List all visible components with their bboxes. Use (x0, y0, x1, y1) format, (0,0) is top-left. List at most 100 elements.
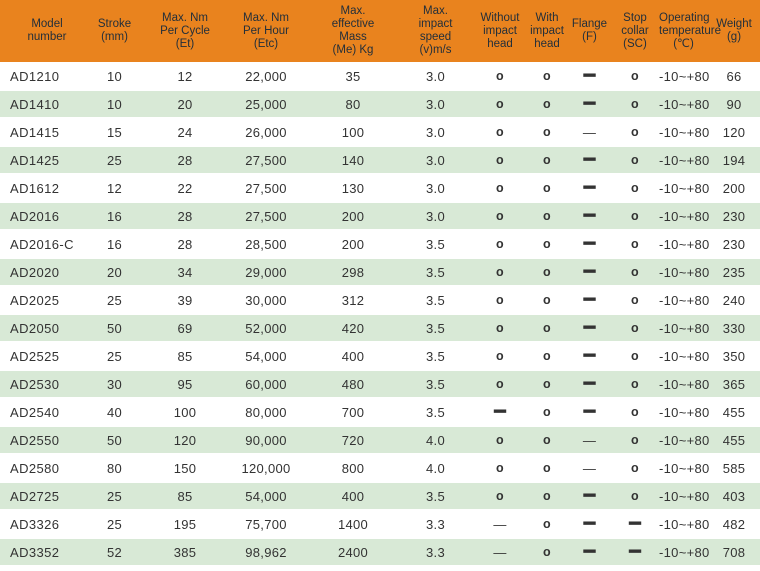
column-header-with-impact-head: With impact head (526, 0, 568, 62)
cell-max-impact-speed: 3.5 (397, 398, 474, 426)
cell-stroke: 10 (82, 90, 147, 118)
cell-stroke: 20 (82, 258, 147, 286)
cell-model: AD1210 (0, 62, 82, 90)
cell-weight: 66 (708, 62, 760, 90)
table-row: AD2025 25 39 30,000 312 3.5 o o ━ o -10~+80 240 (0, 286, 760, 314)
cell-stop-collar: o (611, 426, 659, 454)
cell-weight: 350 (708, 342, 760, 370)
cell-max-effective-mass: 80 (309, 90, 397, 118)
cell-model: AD1612 (0, 174, 82, 202)
cell-max-nm-per-cycle: 24 (147, 118, 223, 146)
table-row: AD2725 25 85 54,000 400 3.5 o o ━ o -10~+80 403 (0, 482, 760, 510)
cell-stop-collar: o (611, 398, 659, 426)
column-header-without-impact-head: Without impact head (474, 0, 526, 62)
cell-model: AD2016-C (0, 230, 82, 258)
cell-max-effective-mass: 400 (309, 342, 397, 370)
cell-max-nm-per-cycle: 20 (147, 90, 223, 118)
cell-max-impact-speed: 4.0 (397, 454, 474, 482)
cell-operating-temperature: -10~+80 (659, 454, 709, 482)
cell-flange: ━ (568, 258, 611, 286)
column-header-operating-temperature: Operating temperature (℃) (659, 0, 721, 62)
cell-model: AD1425 (0, 146, 82, 174)
cell-max-effective-mass: 720 (309, 426, 397, 454)
cell-without-impact-head: — (474, 538, 526, 566)
cell-operating-temperature: -10~+80 (659, 202, 709, 230)
cell-max-impact-speed: 3.5 (397, 230, 474, 258)
cell-stroke: 30 (82, 370, 147, 398)
cell-max-impact-speed: 3.5 (397, 482, 474, 510)
cell-weight: 585 (708, 454, 760, 482)
cell-max-impact-speed: 3.0 (397, 62, 474, 90)
cell-stop-collar: o (611, 174, 659, 202)
cell-with-impact-head: o (526, 482, 568, 510)
cell-stop-collar: o (611, 62, 659, 90)
cell-stroke: 80 (82, 454, 147, 482)
cell-max-nm-per-hour: 26,000 (223, 118, 309, 146)
cell-max-effective-mass: 1400 (309, 510, 397, 538)
cell-max-nm-per-hour: 60,000 (223, 370, 309, 398)
cell-operating-temperature: -10~+80 (659, 510, 709, 538)
cell-max-nm-per-cycle: 28 (147, 202, 223, 230)
cell-max-nm-per-cycle: 195 (147, 510, 223, 538)
cell-max-nm-per-cycle: 150 (147, 454, 223, 482)
cell-max-nm-per-cycle: 28 (147, 146, 223, 174)
cell-stop-collar: o (611, 342, 659, 370)
cell-max-effective-mass: 800 (309, 454, 397, 482)
cell-max-nm-per-cycle: 12 (147, 62, 223, 90)
cell-with-impact-head: o (526, 90, 568, 118)
table-row: AD3326 25 195 75,700 1400 3.3— o ━ ━ -10~+80 482 (0, 510, 760, 538)
cell-max-effective-mass: 480 (309, 370, 397, 398)
cell-stroke: 25 (82, 482, 147, 510)
table-row: AD2525 25 85 54,000 400 3.5 o o ━ o -10~+80 350 (0, 342, 760, 370)
column-header-flange: Flange (F) (568, 0, 611, 62)
table-row: AD2050 50 69 52,000 420 3.5 o o ━ o -10~+80 330 (0, 314, 760, 342)
cell-without-impact-head: o (474, 174, 526, 202)
cell-operating-temperature: -10~+80 (659, 342, 709, 370)
table-row: AD1415 15 24 26,000 100 3.0 o o — o -10~+80 120 (0, 118, 760, 146)
cell-without-impact-head: o (474, 258, 526, 286)
column-header-stop-collar: Stop collar (SC) (611, 0, 659, 62)
column-header-max-nm-per-hour: Max. Nm Per Hour (Etc) (223, 0, 309, 62)
cell-model: AD3352 (0, 538, 82, 566)
cell-model: AD2020 (0, 258, 82, 286)
cell-stroke: 50 (82, 314, 147, 342)
cell-model: AD3326 (0, 510, 82, 538)
cell-max-nm-per-hour: 27,500 (223, 202, 309, 230)
cell-stop-collar: o (611, 202, 659, 230)
cell-max-impact-speed: 3.0 (397, 202, 474, 230)
cell-operating-temperature: -10~+80 (659, 482, 709, 510)
cell-stop-collar: o (611, 314, 659, 342)
cell-model: AD2050 (0, 314, 82, 342)
cell-max-nm-per-hour: 52,000 (223, 314, 309, 342)
cell-max-nm-per-cycle: 28 (147, 230, 223, 258)
cell-max-nm-per-hour: 54,000 (223, 342, 309, 370)
cell-with-impact-head: o (526, 286, 568, 314)
cell-stop-collar: o (611, 370, 659, 398)
cell-stop-collar: o (611, 286, 659, 314)
cell-operating-temperature: -10~+80 (659, 230, 709, 258)
cell-stroke: 25 (82, 286, 147, 314)
cell-weight: 200 (708, 174, 760, 202)
table-row: AD2530 30 95 60,000 480 3.5 o o ━ o -10~+80 365 (0, 370, 760, 398)
cell-max-nm-per-hour: 98,962 (223, 538, 309, 566)
cell-max-effective-mass: 400 (309, 482, 397, 510)
cell-max-impact-speed: 3.5 (397, 314, 474, 342)
cell-without-impact-head: o (474, 482, 526, 510)
cell-weight: 194 (708, 146, 760, 174)
cell-with-impact-head: o (526, 538, 568, 566)
cell-flange: ━ (568, 314, 611, 342)
cell-max-nm-per-cycle: 385 (147, 538, 223, 566)
cell-without-impact-head: o (474, 230, 526, 258)
cell-max-impact-speed: 3.3 (397, 510, 474, 538)
cell-max-impact-speed: 3.5 (397, 258, 474, 286)
cell-max-effective-mass: 298 (309, 258, 397, 286)
cell-without-impact-head: o (474, 90, 526, 118)
cell-operating-temperature: -10~+80 (659, 258, 709, 286)
cell-weight: 120 (708, 118, 760, 146)
cell-max-impact-speed: 3.5 (397, 342, 474, 370)
column-header-weight: Weight (g) (708, 0, 760, 62)
cell-weight: 403 (708, 482, 760, 510)
cell-stroke: 25 (82, 342, 147, 370)
cell-model: AD2025 (0, 286, 82, 314)
